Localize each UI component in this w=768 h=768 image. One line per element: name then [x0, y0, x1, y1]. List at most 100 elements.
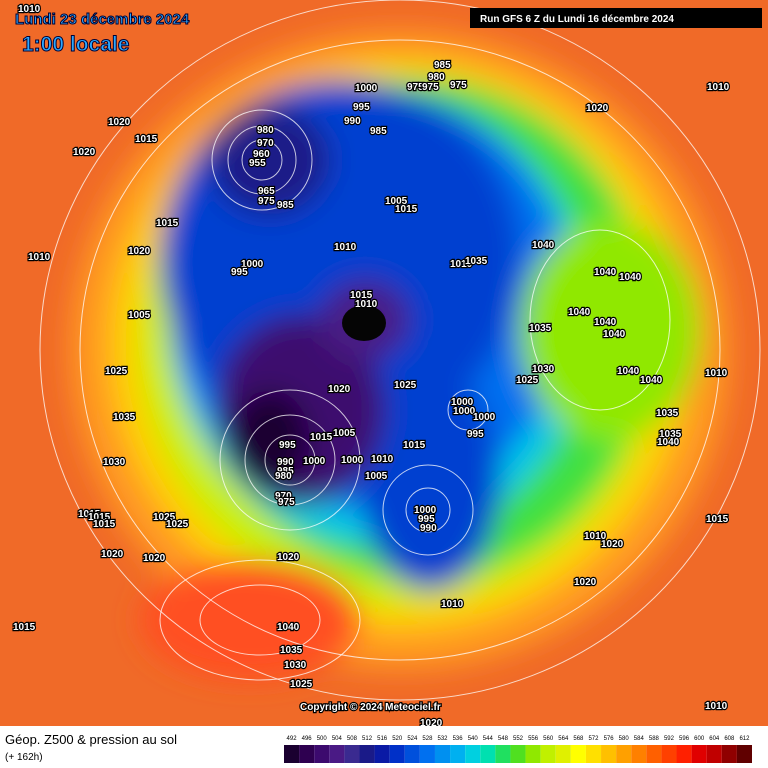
- copyright: Copyright © 2024 Meteociel.fr: [300, 702, 441, 713]
- scale-label: 536: [453, 736, 464, 742]
- pressure-label: 1010: [707, 82, 730, 93]
- pressure-label: 960: [253, 149, 270, 160]
- isobars: [39, 0, 761, 701]
- pressure-label: 1040: [657, 437, 680, 448]
- pressure-label: 1025: [166, 519, 189, 530]
- pressure-label: 1015: [135, 134, 158, 145]
- pressure-label: 985: [434, 60, 451, 71]
- scale-swatch: [359, 745, 375, 763]
- run-box: [470, 8, 762, 28]
- pressure-label: 1005: [128, 310, 151, 321]
- pressure-label: 1000: [473, 412, 496, 423]
- pressure-label: 990: [277, 457, 294, 468]
- pressure-label: 1015: [13, 622, 36, 633]
- pressure-label: 1010: [334, 242, 357, 253]
- scale-swatch: [601, 745, 617, 763]
- pressure-label: 1020: [420, 718, 443, 729]
- pressure-label: 995: [279, 440, 296, 451]
- pressure-label: 1020: [143, 553, 166, 564]
- pressure-label: 1010: [705, 701, 728, 712]
- pressure-label: 1005: [365, 471, 388, 482]
- scale-swatch: [555, 745, 571, 763]
- pressure-label: 970: [257, 138, 274, 149]
- scale-swatch: [419, 745, 435, 763]
- pressure-label: 1020: [586, 103, 609, 114]
- pressure-label: 1025: [516, 375, 539, 386]
- pressure-label: 995: [418, 514, 435, 525]
- pressure-label: 985: [277, 200, 294, 211]
- pressure-label: 975: [407, 82, 424, 93]
- pressure-label: 1040: [594, 317, 617, 328]
- pressure-label: 1000: [355, 83, 378, 94]
- scale-label: 532: [438, 736, 449, 742]
- legend-subtitle: (+ 162h): [5, 752, 43, 763]
- pressure-label: 1005: [333, 428, 356, 439]
- pressure-label: 995: [231, 267, 248, 278]
- pressure-label: 1040: [277, 622, 300, 633]
- pressure-label: 1020: [574, 577, 597, 588]
- pressure-label: 1025: [105, 366, 128, 377]
- scale-label: 504: [332, 736, 343, 742]
- pressure-label: 1000: [453, 406, 476, 417]
- scale-label: 572: [588, 736, 599, 742]
- pressure-label: 1015: [88, 512, 111, 523]
- scale-label: 544: [483, 736, 494, 742]
- scale-label: 508: [347, 736, 358, 742]
- scale-label: 524: [407, 736, 418, 742]
- map: Lundi 23 décembre 2024 1:00 locale Run G…: [0, 0, 768, 729]
- forecast-date: Lundi 23 décembre 2024: [15, 11, 190, 28]
- pressure-label: 1000: [451, 397, 474, 408]
- scale-swatch: [661, 745, 677, 763]
- scale-label: 576: [604, 736, 615, 742]
- scale-label: 588: [649, 736, 660, 742]
- pressure-label: 1020: [108, 117, 131, 128]
- scale-swatch: [314, 745, 330, 763]
- scale-swatch: [450, 745, 466, 763]
- pressure-label: 975: [258, 196, 275, 207]
- pressure-label: 1010: [355, 299, 378, 310]
- pressure-label: 1020: [101, 549, 124, 560]
- scale-label: 500: [317, 736, 328, 742]
- scale-label: 548: [498, 736, 509, 742]
- pressure-label: 1000: [303, 456, 326, 467]
- scale-swatch: [631, 745, 647, 763]
- scale-swatch: [510, 745, 526, 763]
- pressure-label: 975: [278, 497, 295, 508]
- scale-label: 608: [724, 736, 735, 742]
- scale-swatch: [465, 745, 481, 763]
- scale-swatch: [299, 745, 315, 763]
- pressure-label: 1010: [18, 4, 41, 15]
- pressure-label: 1010: [705, 368, 728, 379]
- pressure-label: 1010: [450, 259, 473, 270]
- scale-swatch: [570, 745, 586, 763]
- pressure-label: 1040: [603, 329, 626, 340]
- pressure-label: 1030: [103, 457, 126, 468]
- pressure-label: 1015: [350, 290, 373, 301]
- scale-label: 540: [468, 736, 479, 742]
- scale-label: 604: [709, 736, 720, 742]
- scale-swatch: [374, 745, 390, 763]
- pressure-label: 1000: [414, 505, 437, 516]
- pressure-label: 1015: [310, 432, 333, 443]
- pressure-label: 980: [275, 471, 292, 482]
- scale-label: 520: [392, 736, 403, 742]
- forecast-time: 1:00 locale: [22, 33, 129, 56]
- pressure-label: 1035: [656, 408, 679, 419]
- color-scale: 492 496 500 504 508 512 516 520 524 528 532 536 540 5…: [284, 736, 752, 763]
- scale-swatch: [706, 745, 722, 763]
- pressure-label: 1015: [78, 509, 101, 520]
- scale-swatch: [691, 745, 707, 763]
- pressure-label: 1015: [156, 218, 179, 229]
- scale-swatch: [721, 745, 737, 763]
- pressure-label: 1010: [28, 252, 51, 263]
- pressure-label: 985: [370, 126, 387, 137]
- pressure-label: 1015: [395, 204, 418, 215]
- pressure-label: 990: [420, 523, 437, 534]
- scale-label: 516: [377, 736, 388, 742]
- scale-swatch: [646, 745, 662, 763]
- pressure-label: 1020: [277, 552, 300, 563]
- scale-swatch: [480, 745, 496, 763]
- scale-label: 528: [422, 736, 433, 742]
- pressure-label: 1040: [532, 240, 555, 251]
- scale-label: 584: [634, 736, 645, 742]
